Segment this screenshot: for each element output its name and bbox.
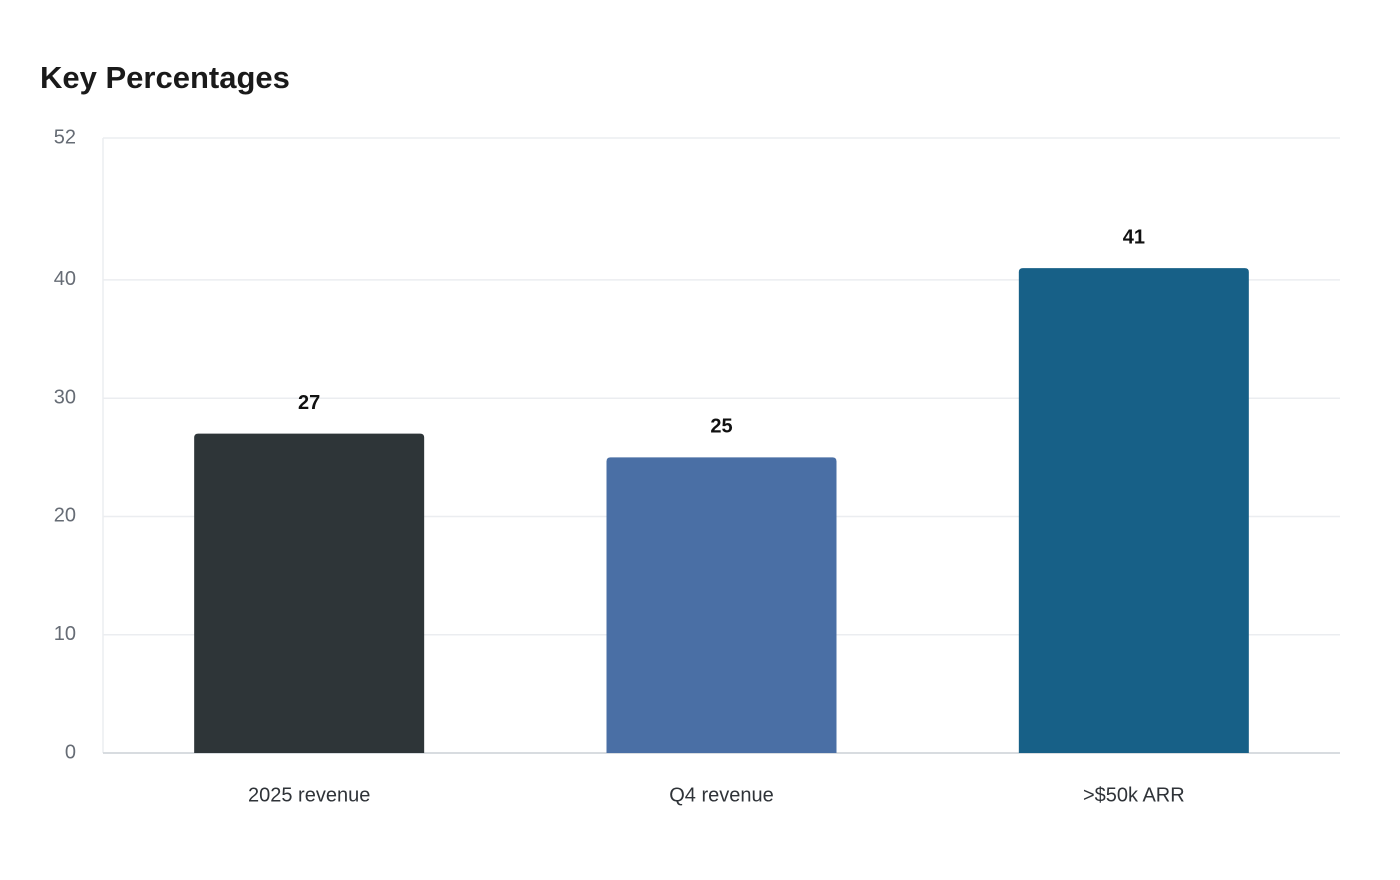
value-label: 27 <box>298 392 320 414</box>
value-label: 41 <box>1123 226 1145 248</box>
y-tick-label: 52 <box>54 126 76 148</box>
bar <box>606 457 837 753</box>
bar <box>1018 268 1249 753</box>
y-tick-label: 0 <box>65 741 76 763</box>
y-tick-label: 40 <box>54 268 76 290</box>
x-tick-label: Q4 revenue <box>669 784 774 806</box>
x-tick-label: 2025 revenue <box>248 784 370 806</box>
y-tick-label: 20 <box>54 505 76 527</box>
chart-title: Key Percentages <box>40 60 290 95</box>
x-tick-label: >$50k ARR <box>1083 784 1185 806</box>
y-tick-label: 10 <box>54 623 76 645</box>
y-tick-label: 30 <box>54 386 76 408</box>
value-label: 25 <box>710 416 732 438</box>
bar <box>194 433 425 753</box>
